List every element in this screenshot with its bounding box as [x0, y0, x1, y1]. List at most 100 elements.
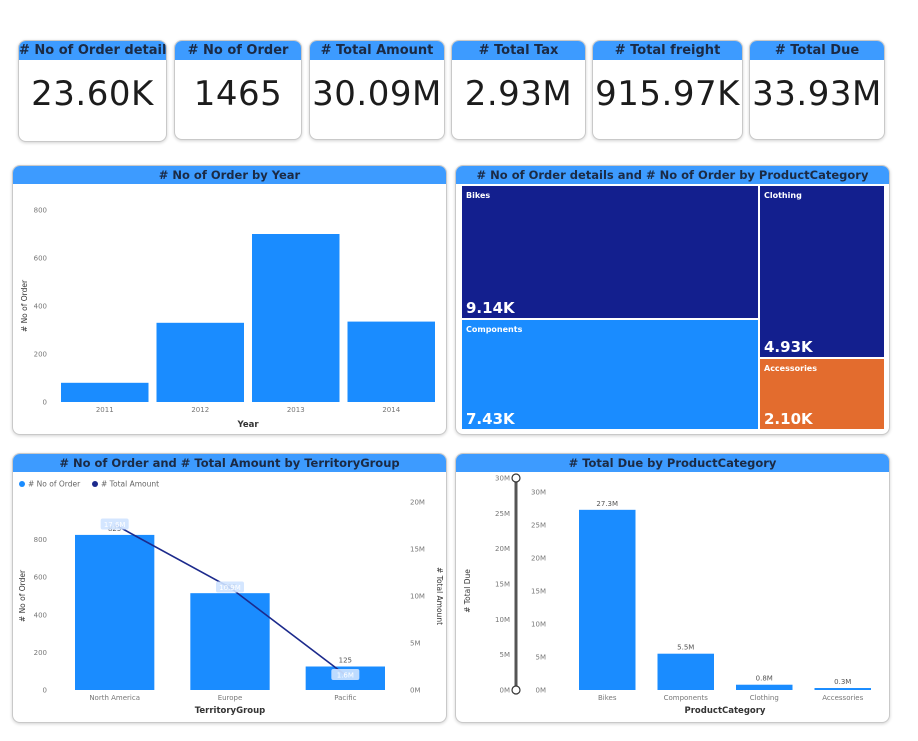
slider-tick-label: 15M: [495, 581, 510, 589]
slider-tick-label: 25M: [495, 510, 510, 518]
y-tick-label: 800: [34, 536, 47, 544]
bar-europe: [190, 593, 270, 690]
bar-2012: [156, 322, 244, 402]
y2-tick-label: 20M: [410, 499, 425, 507]
kpi-value: 33.93M: [752, 74, 882, 114]
x-axis-title: TerritoryGroup: [195, 706, 266, 716]
y2-axis-title: # Total Amount: [435, 567, 444, 625]
x-tick-label: Europe: [218, 694, 243, 702]
y-tick-label: 400: [34, 303, 47, 311]
x-tick-label: Accessories: [822, 694, 863, 702]
y-tick-label: 600: [34, 255, 47, 263]
chart-title: # No of Order details and # No of Order …: [456, 166, 889, 184]
treemap-category-label: Accessories: [764, 364, 817, 373]
bar-2011: [61, 382, 149, 402]
kpi-card-total-amount: # Total Amount 30.09M: [309, 40, 445, 140]
bar-bikes: [579, 509, 636, 690]
x-tick-label: Components: [664, 694, 709, 702]
territory-chart: # No of Order # Total Amount 0 200 400 600 800…: [18, 480, 444, 717]
line-data-label: 10.9M: [219, 584, 241, 592]
y-axis-title: # No of Order: [20, 279, 29, 332]
slider-tick-label: 30M: [495, 475, 510, 483]
treemap-card: # No of Order details and # No of Order …: [455, 165, 890, 435]
treemap-value-label: 2.10K: [764, 410, 814, 428]
x-axis-title: Year: [236, 420, 259, 430]
y2-tick-label: 0M: [410, 687, 421, 695]
y-tick-label: 200: [34, 351, 47, 359]
kpi-label: # Total freight: [593, 41, 742, 60]
line-label-bg: [216, 581, 244, 593]
line-label-bg: [100, 518, 129, 530]
kpi-label: # Total Due: [750, 41, 884, 60]
slider-tick-label: 5M: [500, 651, 511, 659]
bar-2014: [347, 321, 435, 402]
total-due-card: # Total Due by ProductCategory 0M 5M 10M 15…: [455, 453, 890, 723]
bar-north-america: [75, 534, 155, 690]
slider-tick-label: 0M: [500, 687, 511, 695]
treemap-category-label: Bikes: [466, 191, 490, 200]
bar-data-label: 0.3M: [834, 678, 851, 686]
chart-title: # Total Due by ProductCategory: [456, 454, 889, 472]
kpi-label: # No of Order details: [19, 41, 166, 60]
y-tick-label: 20M: [531, 555, 546, 563]
legend-marker-orders: [19, 481, 25, 487]
treemap-value-label: 9.14K: [466, 299, 516, 317]
line-data-label: 1.6M: [337, 671, 354, 679]
y-axis-title: # No of Order: [18, 569, 27, 622]
y-tick-label: 10M: [531, 621, 546, 629]
y-tick-label: 400: [34, 611, 47, 619]
x-tick-label: Bikes: [598, 694, 617, 702]
y-tick-label: 30M: [531, 489, 546, 497]
bar-data-label: 125: [339, 657, 352, 665]
legend-marker-amount: [92, 481, 98, 487]
kpi-card-total-freight: # Total freight 915.97K: [592, 40, 743, 140]
x-tick-label: North America: [89, 694, 140, 702]
y-tick-label: 25M: [531, 522, 546, 530]
y-tick-label: 200: [34, 649, 47, 657]
slider-tick-label: 20M: [495, 545, 510, 553]
bar-components: [657, 653, 714, 690]
kpi-value: 915.97K: [595, 74, 740, 114]
line-label-bg: [331, 668, 360, 680]
range-slider-handle-top: [511, 473, 521, 483]
bar-data-label: 5.5M: [677, 644, 694, 652]
legend-label-amount: # Total Amount: [101, 480, 159, 489]
treemap-category-label: Clothing: [764, 191, 802, 200]
total-due-chart: 0M 5M 10M 15M 20M 25M 30M 0M 5M 10M 15M 20M 25M 30M 27…: [463, 473, 871, 716]
y-tick-label: 0: [43, 399, 47, 407]
kpi-card-orders: # No of Order 1465: [174, 40, 302, 140]
x-tick-label: Pacific: [334, 694, 356, 702]
x-tick-label: 2012: [191, 406, 209, 414]
x-axis-title: ProductCategory: [685, 706, 766, 716]
treemap-tile-accessories: [760, 359, 884, 429]
territory-card: # No of Order and # Total Amount by Terr…: [12, 453, 447, 723]
x-tick-label: 2011: [96, 406, 114, 414]
bar-accessories: [814, 688, 871, 690]
y2-tick-label: 15M: [410, 546, 425, 554]
bar-2013: [252, 234, 340, 402]
kpi-value: 30.09M: [312, 74, 442, 114]
chart-title: # No of Order and # Total Amount by Terr…: [13, 454, 446, 472]
kpi-card-order-details: # No of Order details 23.60K: [18, 40, 167, 142]
x-tick-label: Clothing: [750, 694, 779, 702]
kpi-value: 23.60K: [31, 74, 154, 114]
line-data-label: 17.6M: [104, 521, 126, 529]
y-tick-label: 0M: [536, 687, 547, 695]
kpi-label: # No of Order: [175, 41, 301, 60]
treemap-value-label: 4.93K: [764, 338, 814, 356]
kpi-label: # Total Amount: [310, 41, 444, 60]
y-tick-label: 5M: [536, 654, 547, 662]
kpi-label: # Total Tax: [452, 41, 585, 60]
orders-by-year-chart: 0 200 400 600 800 2011 2012 2013 2014 Year # No of…: [20, 207, 435, 430]
x-tick-label: 2014: [382, 406, 400, 414]
chart-title: # No of Order by Year: [13, 166, 446, 184]
bar-clothing: [736, 684, 793, 690]
kpi-value: 2.93M: [464, 74, 573, 114]
y-tick-label: 600: [34, 574, 47, 582]
y-tick-label: 0: [43, 687, 47, 695]
y-axis-title: # Total Due: [463, 569, 472, 613]
slider-tick-label: 10M: [495, 616, 510, 624]
kpi-card-total-due: # Total Due 33.93M: [749, 40, 885, 140]
orders-by-year-card: # No of Order by Year 0 200 400 600 800 2011 2…: [12, 165, 447, 435]
bar-data-label: 0.8M: [756, 675, 773, 683]
